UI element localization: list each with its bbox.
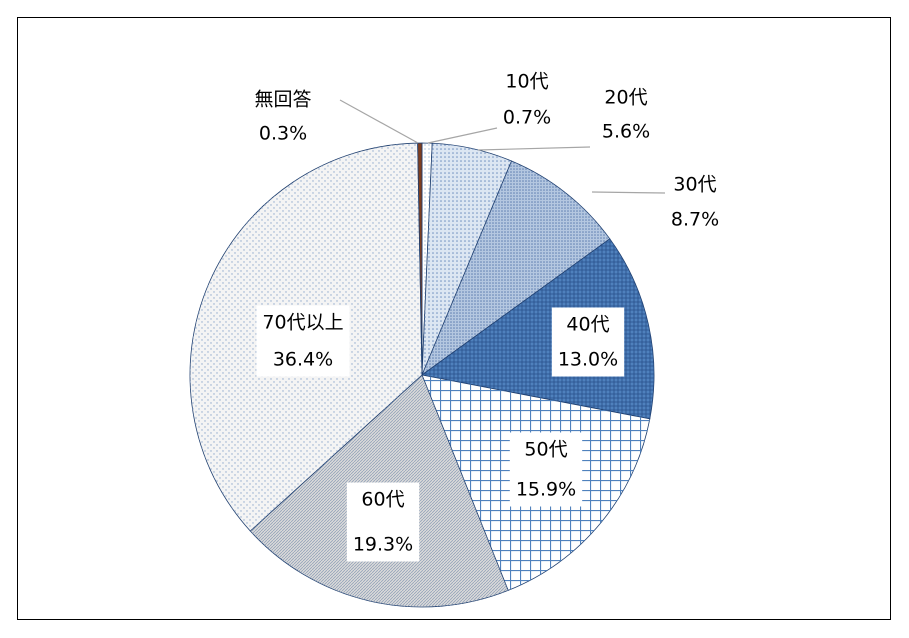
slice-pattern [422,143,512,375]
leader-line [427,127,498,144]
slice-label: 70代以上 [262,312,343,334]
frame [17,17,891,620]
slice-value-label: 15.9% [516,479,576,501]
label-background [551,307,625,377]
slice-pattern [422,160,610,375]
slice-label: 10代 [505,71,548,93]
slice-label: 20代 [604,87,647,109]
slice-label: 無回答 [254,89,311,111]
slice-label: 40代 [566,314,609,336]
slice-label: 30代 [673,174,716,196]
slice-value-label: 0.3% [259,123,307,145]
slice-label: 60代 [361,489,404,511]
label-background [346,482,420,562]
leader-line [339,99,419,144]
slice-value-label: 36.4% [273,349,333,371]
slice-value-label: 13.0% [558,349,618,371]
slice-label: 50代 [524,439,567,461]
label-background [509,432,583,507]
slice-value-label: 5.6% [602,121,650,143]
label-background [256,305,350,377]
leader-line [591,191,666,194]
slice-value-label: 0.7% [503,107,551,129]
slice-value-label: 8.7% [671,209,719,231]
slice-value-label: 19.3% [353,534,413,556]
leader-line [477,146,591,151]
